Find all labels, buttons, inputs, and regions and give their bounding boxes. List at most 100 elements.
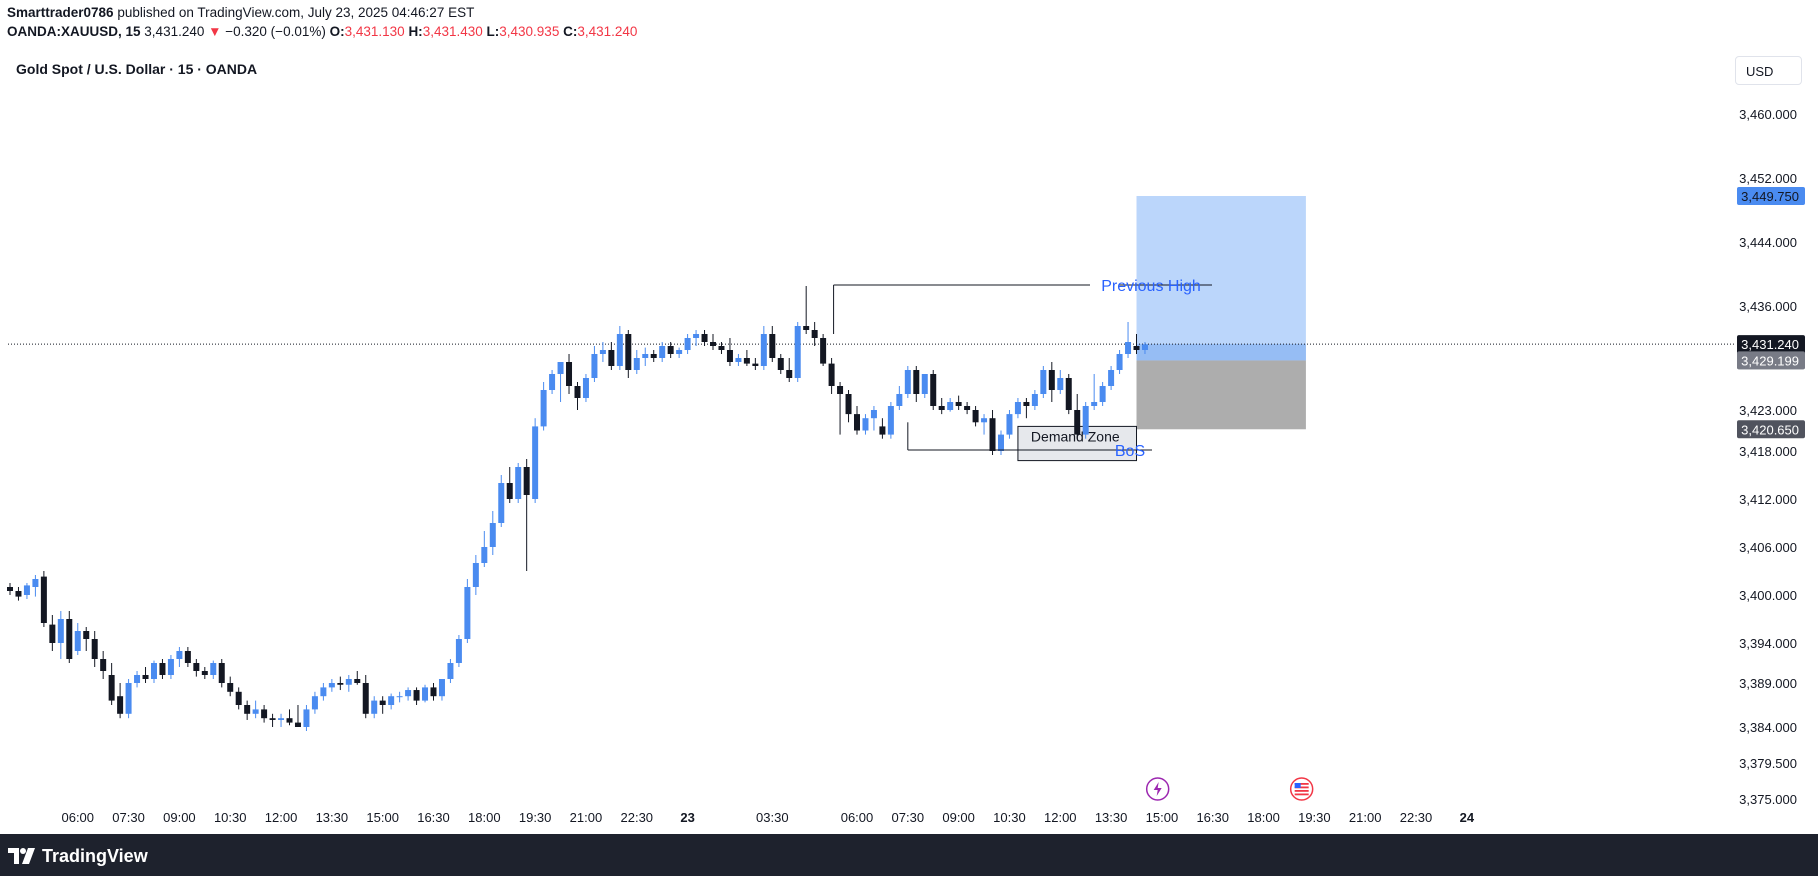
candle-body[interactable] [167,659,174,675]
candle-body[interactable] [854,414,860,431]
candle-body[interactable] [549,374,556,390]
candle-body[interactable] [659,346,666,358]
candle-body[interactable] [91,639,98,659]
candle-body[interactable] [811,330,818,338]
candle-body[interactable] [1057,378,1064,390]
candle-body[interactable] [125,683,132,714]
candle-body[interactable] [794,326,801,378]
candle-body[interactable] [481,547,488,563]
candle-body[interactable] [464,587,471,639]
candle-body[interactable] [879,426,886,435]
candle-body[interactable] [591,354,598,378]
candle-body[interactable] [498,483,505,523]
candle-body[interactable] [557,362,564,374]
candle-body[interactable] [1082,406,1089,435]
candle-body[interactable] [1133,346,1140,350]
candle-body[interactable] [625,334,632,370]
candle-body[interactable] [540,390,547,427]
candle-body[interactable] [972,410,979,423]
candle-body[interactable] [676,350,683,354]
candle-body[interactable] [184,651,191,663]
candle-body[interactable] [1099,386,1106,402]
candle-body[interactable] [870,410,877,419]
price-chart[interactable]: Demand Zone Previous High BoS 3,460.000 3,45… [0,0,1818,834]
candle-body[interactable] [210,663,217,675]
candle-body[interactable] [616,334,623,366]
candle-body[interactable] [837,386,844,394]
candle-body[interactable] [1141,344,1148,350]
candle-body[interactable] [422,687,429,701]
candle-body[interactable] [650,354,657,358]
candle-body[interactable] [244,705,251,714]
candle-body[interactable] [83,631,90,639]
candle-body[interactable] [405,690,412,697]
candle-body[interactable] [32,579,39,587]
candle-body[interactable] [337,683,344,685]
candle-body[interactable] [938,406,945,410]
candle-body[interactable] [896,394,903,406]
candle-body[interactable] [66,619,73,659]
candle-body[interactable] [642,354,649,358]
candle-body[interactable] [303,709,310,727]
candle-body[interactable] [887,406,894,435]
candle-body[interactable] [1108,370,1115,386]
candle-body[interactable] [760,334,767,366]
candle-body[interactable] [472,563,479,587]
candle-body[interactable] [57,619,64,643]
candle-body[interactable] [117,696,124,714]
candle-body[interactable] [311,696,318,710]
candle-body[interactable] [49,624,56,643]
candle-body[interactable] [7,587,13,591]
candle-body[interactable] [955,402,962,406]
candle-body[interactable] [388,696,395,705]
candle-body[interactable] [1125,342,1132,354]
candle-body[interactable] [845,394,852,415]
candle-body[interactable] [108,675,115,701]
candle-body[interactable] [74,631,81,651]
candle-body[interactable] [582,378,589,398]
candle-body[interactable] [430,687,437,697]
candle-body[interactable] [930,374,937,406]
candle-body[interactable] [574,386,581,398]
tradingview-logo[interactable]: TradingView [8,844,148,868]
candle-body[interactable] [379,700,386,705]
candle-body[interactable] [227,683,234,692]
candle-body[interactable] [455,639,462,663]
candle-body[interactable] [981,418,988,423]
candle-body[interactable] [286,718,293,723]
candle-body[interactable] [269,718,276,720]
stop-zone[interactable] [1136,360,1306,430]
candle-body[interactable] [23,585,30,595]
candle-body[interactable] [1091,402,1098,406]
candle-body[interactable] [989,418,996,451]
candle-body[interactable] [566,362,573,386]
candle-body[interactable] [1031,394,1038,406]
candle-body[interactable] [684,338,691,350]
candle-body[interactable] [176,651,183,659]
candle-body[interactable] [735,358,742,362]
target-zone[interactable] [1136,196,1306,361]
candle-body[interactable] [252,709,259,714]
candle-body[interactable] [532,426,539,499]
candle-body[interactable] [413,690,420,701]
candle-body[interactable] [193,663,200,671]
candle-body[interactable] [828,363,835,386]
candle-body[interactable] [523,467,530,495]
candle-body[interactable] [15,591,22,597]
candle-body[interactable] [294,722,301,727]
candle-body[interactable] [371,700,378,714]
candle-body[interactable] [1048,370,1055,390]
candle-body[interactable] [1006,414,1013,435]
candle-body[interactable] [345,679,352,685]
candle-body[interactable] [506,483,513,499]
candle-body[interactable] [438,679,445,697]
currency-button[interactable]: USD [1735,56,1802,85]
candle-body[interactable] [608,350,615,366]
candle-body[interactable] [150,663,157,679]
candle-body[interactable] [515,467,522,499]
candle-body[interactable] [701,334,708,342]
candle-body[interactable] [278,718,285,720]
candle-body[interactable] [235,691,242,705]
candle-body[interactable] [947,402,954,410]
candle-body[interactable] [489,523,496,547]
